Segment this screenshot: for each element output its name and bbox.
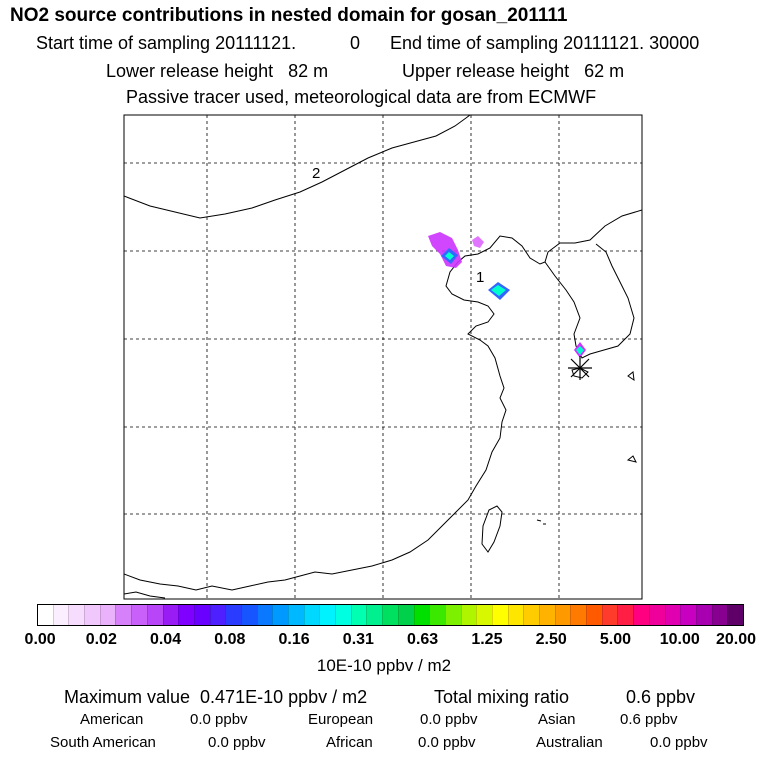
colorbar-tick-label: 0.31 [342,631,374,648]
colorbar-segment [319,605,336,625]
colorbar-segment [115,605,132,625]
tracer-note: Passive tracer used, meteorological data… [126,87,597,107]
map-label-1: 1 [476,269,484,286]
max-value: Maximum value 0.471E-10 ppbv / m2 [64,687,368,707]
start-time-value: 0 [350,33,361,53]
colorbar-tick-label: 2.50 [535,631,567,648]
colorbar-segment [507,605,524,625]
colorbar-segment [193,605,210,625]
end-time-label: End time of sampling 20111121. 30000 [390,33,700,53]
colorbar-segment [38,605,53,625]
colorbar-tick-label: 10.00 [659,631,700,648]
region-value-american: 0.0 ppbv [190,711,248,728]
colorbar-segment [225,605,241,625]
colorbar-segment [178,605,194,625]
region-name-asian: Asian [538,711,576,728]
colorbar-segment [413,605,430,625]
colorbar-segment [648,605,665,625]
region-name-american: American [80,711,144,728]
colorbar-segment [491,605,508,625]
colorbar-segment [288,605,304,625]
colorbar-segment [711,605,728,625]
colorbar-segment [84,605,100,625]
colorbar-tick-label: 0.08 [214,631,246,648]
colorbar-segment [162,605,179,625]
region-name-south-american: South American [50,734,156,751]
colorbar-unit: 10E-10 ppbv / m2 [316,656,452,675]
region-value-australian: 0.0 ppbv [650,734,708,751]
colorbar-segment [131,605,147,625]
colorbar-segment [240,605,257,625]
asterisk-icon [568,356,592,380]
colorbar-segment [335,605,351,625]
coastlines [124,115,642,599]
colorbar [37,604,744,626]
colorbar-segment [523,605,539,625]
colorbar-segment [460,605,477,625]
colorbar-segment [272,605,288,625]
upper-release-height: Upper release height 62 m [402,61,625,81]
region-value-african: 0.0 ppbv [418,734,476,751]
lower-release-height: Lower release height 82 m [106,61,329,81]
colorbar-tick-label: 20.00 [715,631,757,648]
colorbar-segment [429,605,445,625]
total-mixing-value: 0.6 ppbv [626,687,696,707]
colorbar-tick-label: 1.25 [471,631,503,648]
colorbar-segment [350,605,367,625]
colorbar-tick-label: 0.16 [278,631,310,648]
colorbar-segment [633,605,649,625]
colorbar-segment [382,605,398,625]
colorbar-segment [52,605,69,625]
colorbar-segment [444,605,461,625]
total-mixing-label: Total mixing ratio [434,687,570,707]
colorbar-segment [664,605,681,625]
colorbar-segment [680,605,696,625]
colorbar-tick-label: 0.04 [149,631,182,648]
colorbar-segment [617,605,634,625]
region-name-european: European [308,711,374,728]
region-name-australian: Australian [536,734,603,751]
colorbar-tick-label: 0.02 [85,631,117,648]
colorbar-segment [695,605,712,625]
start-time-label: Start time of sampling 20111121. [36,33,297,53]
region-value-south-american: 0.0 ppbv [208,734,266,751]
region-value-european: 0.0 ppbv [420,711,478,728]
colorbar-segment [539,605,555,625]
colorbar-tick-label: 0.00 [24,631,56,648]
colorbar-segment [366,605,383,625]
map-label-2: 2 [312,165,320,182]
colorbar-segment [256,605,273,625]
colorbar-segment [68,605,85,625]
colorbar-tick-label: 0.63 [407,631,439,648]
colorbar-segment [99,605,116,625]
map-gridlines [124,115,642,599]
colorbar-segment [601,605,618,625]
colorbar-segment [476,605,492,625]
concentration-plumes [428,232,586,358]
colorbar-segment [209,605,226,625]
colorbar-segment [146,605,163,625]
page-title: NO2 source contributions in nested domai… [10,5,568,26]
colorbar-segment [727,605,743,625]
region-value-asian: 0.6 ppbv [620,711,678,728]
colorbar-segment [303,605,320,625]
colorbar-tick-label: 5.00 [599,631,632,648]
colorbar-segment [397,605,414,625]
colorbar-segment [586,605,602,625]
colorbar-segment [570,605,587,625]
region-name-african: African [326,734,373,751]
colorbar-segment [554,605,571,625]
